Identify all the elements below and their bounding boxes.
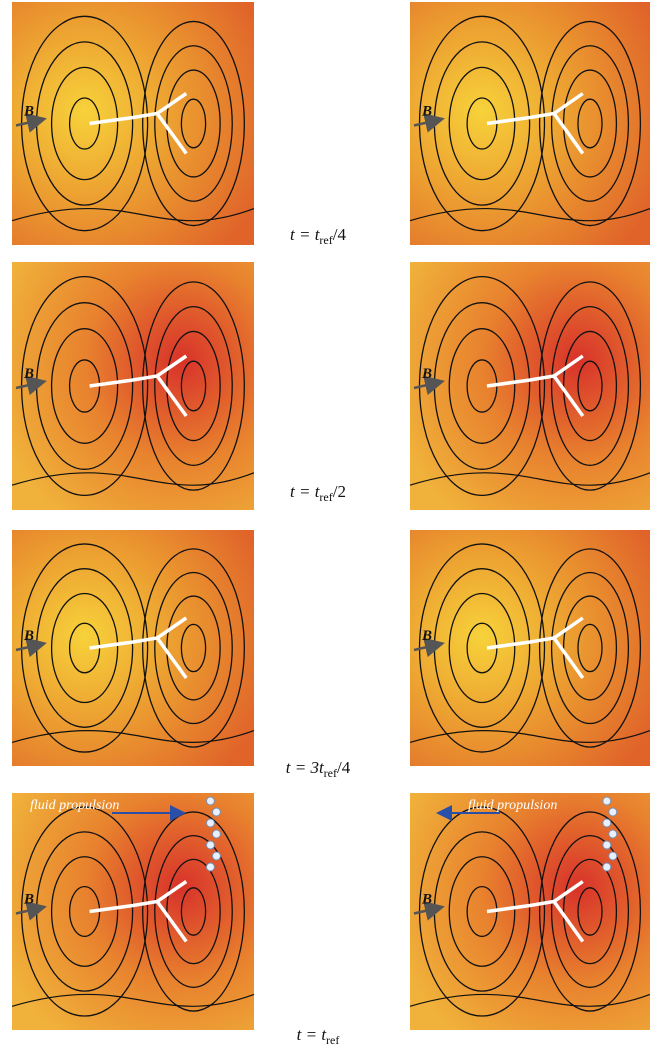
particle [206,797,214,805]
particle [603,797,611,805]
captions: t = tref/4t = tref/2t = 3tref/4t = tref [286,225,351,1047]
particle [603,841,611,849]
particle [212,808,220,816]
panel: B [12,2,254,245]
panel: B [12,530,254,766]
caption-part: t = t [290,225,321,244]
field-label: B [23,892,34,908]
caption-subscript: ref [326,1033,339,1047]
field-label: B [421,366,432,382]
caption-part: t = 3t [286,758,325,777]
field-label: B [23,366,34,382]
particle [212,852,220,860]
figure: BBBBBBBfluid propulsionBfluid propulsion… [0,0,656,1051]
field-label: B [421,628,432,644]
caption-part: t = t [290,482,321,501]
caption-subscript: ref [319,490,332,504]
caption-subscript: ref [324,766,337,780]
annotation: fluid propulsion [468,798,557,813]
panel: B [410,262,650,510]
panel: B [12,262,254,510]
caption-part: /4 [333,225,347,244]
caption-part: /4 [337,758,351,777]
particle [206,863,214,871]
particle [206,841,214,849]
particle [609,852,617,860]
particle [212,830,220,838]
caption-part: t = t [297,1025,328,1044]
particle [609,808,617,816]
field-label: B [23,104,34,120]
caption: t = 3tref/4 [286,758,351,780]
panel: B [410,530,650,766]
particle [609,830,617,838]
caption: t = tref [297,1025,340,1047]
caption: t = tref/4 [290,225,346,247]
field-label: B [421,104,432,120]
particle [603,863,611,871]
panel: B [410,2,650,245]
particle [603,819,611,827]
particle [206,819,214,827]
caption-subscript: ref [319,233,332,247]
caption-part: /2 [333,482,346,501]
field-label: B [421,892,432,908]
caption: t = tref/2 [290,482,346,504]
field-label: B [23,628,34,644]
annotation: fluid propulsion [30,798,119,813]
